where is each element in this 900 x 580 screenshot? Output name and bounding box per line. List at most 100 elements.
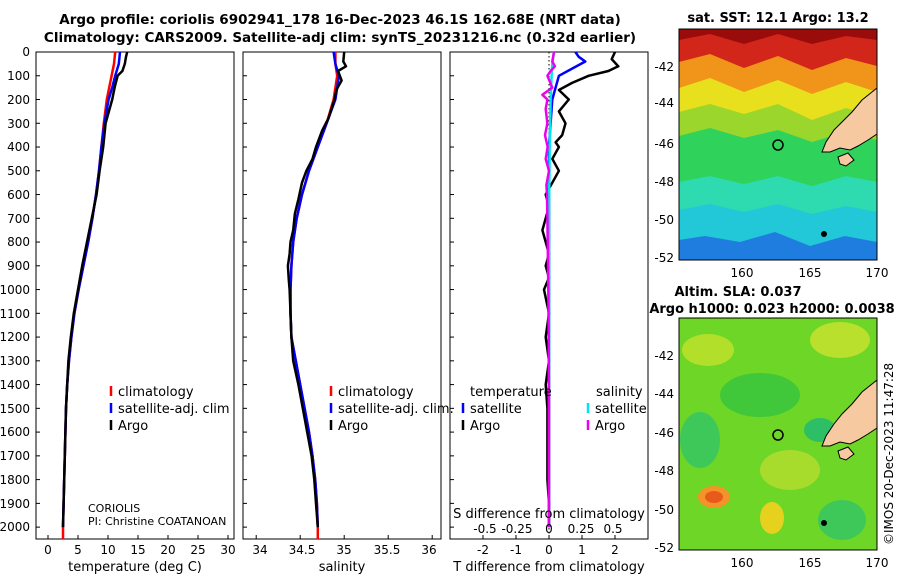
temperature-x-tick-label: 0 xyxy=(44,543,52,557)
sla-anomaly-patch xyxy=(705,491,723,503)
s-difference-tick-label: -0.25 xyxy=(501,522,532,536)
depth-tick-label: 500 xyxy=(7,164,30,178)
sst-lat-tick-label: -52 xyxy=(654,251,674,265)
sst-lat-tick-label: -46 xyxy=(654,137,674,151)
temperature-ticks xyxy=(36,51,229,539)
sst-map-field xyxy=(679,29,877,260)
legend-label-climatology: climatology xyxy=(118,385,194,400)
sla-lat-tick-label: -44 xyxy=(654,387,674,401)
legend-title-salinity: salinity xyxy=(596,385,643,400)
s-difference-tick-label: 0.25 xyxy=(568,522,595,536)
legend-label-s-satellite: satellite xyxy=(595,402,647,417)
stewart-island xyxy=(837,152,855,167)
temperature-x-tick-label: 30 xyxy=(220,543,235,557)
sla-lat-tick-label: -46 xyxy=(654,426,674,440)
difference-ticks xyxy=(450,51,616,539)
difference-legend: temperature salinity satellite Argo sate… xyxy=(461,385,647,434)
t-difference-tick-labels: -2 -1 0 1 2 xyxy=(477,543,619,557)
legend-label-s-argo: Argo xyxy=(595,419,625,434)
sla-anomaly-patch xyxy=(720,373,800,417)
sla-lat-tick-label: -52 xyxy=(654,541,674,555)
sst-lon-tick-label: 170 xyxy=(866,266,889,280)
t-difference-tick-label: -2 xyxy=(477,543,489,557)
depth-tick-label: 1400 xyxy=(0,378,30,392)
sst-map-title: sat. SST: 12.1 Argo: 13.2 xyxy=(687,11,868,26)
sla-anomaly-patch xyxy=(760,450,820,490)
t-difference-tick-label: 0 xyxy=(545,543,553,557)
depth-tick-label: 1800 xyxy=(0,473,30,487)
temperature-series xyxy=(61,51,129,539)
depth-tick-label: 600 xyxy=(7,188,30,202)
sla-map-subtitle: Argo h1000: 0.023 h2000: 0.0038 xyxy=(649,302,894,317)
depth-tick-label: 1100 xyxy=(0,307,30,321)
salinity-x-tick-label: 35 xyxy=(336,543,351,557)
depth-tick-label: 700 xyxy=(7,212,30,226)
temperature-x-tick-label: 15 xyxy=(130,543,145,557)
sla-anomaly-patch xyxy=(810,322,870,358)
depth-tick-label: 900 xyxy=(7,259,30,273)
figure-title-line1: Argo profile: coriolis 6902941_178 16-De… xyxy=(59,12,621,28)
legend-label-climatology: climatology xyxy=(338,385,414,400)
temperature-x-tick-label: 5 xyxy=(74,543,82,557)
sla-map-frame xyxy=(678,317,878,551)
auckland-islands xyxy=(821,231,827,237)
depth-tick-label: 1700 xyxy=(0,449,30,463)
depth-tick-label: 200 xyxy=(7,93,30,107)
s-difference-tick-label: 0 xyxy=(545,522,553,536)
s-difference-tick-labels: -0.5 -0.25 0 0.25 0.5 xyxy=(473,522,622,536)
legend-title-temperature: temperature xyxy=(470,385,552,400)
sst-map-y-tick-labels: -42 -44 -46 -48 -50 -52 xyxy=(654,60,674,265)
t-difference-tick-label: 1 xyxy=(578,543,586,557)
sst-map-x-tick-labels: 160 165 170 xyxy=(731,266,889,280)
depth-tick-label: 1600 xyxy=(0,425,30,439)
sst-lat-tick-label: -50 xyxy=(654,213,674,227)
temperature-x-tick-label: 10 xyxy=(100,543,115,557)
temperature-x-tick-label: 25 xyxy=(190,543,205,557)
salinity-x-tick-label: 34.5 xyxy=(289,543,316,557)
sst-lat-tick-label: -48 xyxy=(654,175,674,189)
legend-label-satellite: satellite-adj. clim xyxy=(118,402,230,417)
sla-map-y-tick-labels: -42 -44 -46 -48 -50 -52 xyxy=(654,349,674,555)
sla-lat-tick-label: -50 xyxy=(654,503,674,517)
sst-lat-tick-label: -44 xyxy=(654,96,674,110)
temperature-axes xyxy=(35,51,235,540)
stewart-island xyxy=(837,446,855,461)
argo-float-marker xyxy=(772,429,784,441)
depth-tick-label: 1500 xyxy=(0,402,30,416)
sla-map-x-tick-labels: 160 165 170 xyxy=(731,556,889,570)
argo-float-marker xyxy=(772,139,784,151)
salinity-legend: climatology satellite-adj. clim. Argo xyxy=(329,385,454,434)
salinity-x-tick-label: 36 xyxy=(421,543,436,557)
depth-tick-label: 1200 xyxy=(0,330,30,344)
depth-tick-label: 1900 xyxy=(0,497,30,511)
sla-lat-tick-label: -48 xyxy=(654,464,674,478)
sla-lat-tick-label: -42 xyxy=(654,349,674,363)
salinity-x-tick-labels: 34 34.5 35 35.5 36 xyxy=(252,543,436,557)
s-difference-tick-label: 0.5 xyxy=(603,522,622,536)
legend-label-t-satellite: satellite xyxy=(470,402,522,417)
new-zealand-landmass xyxy=(821,379,877,447)
sst-map-frame xyxy=(678,28,878,261)
institution-label: CORIOLIS xyxy=(88,502,140,515)
pi-label: PI: Christine COATANOAN xyxy=(88,515,226,528)
legend-label-argo: Argo xyxy=(118,419,148,434)
depth-tick-label: 0 xyxy=(22,45,30,59)
legend-label-satellite: satellite-adj. clim. xyxy=(338,402,454,417)
figure-title-line2: Climatology: CARS2009. Satellite-adj cli… xyxy=(44,30,636,46)
legend-label-argo: Argo xyxy=(338,419,368,434)
temperature-x-tick-label: 20 xyxy=(160,543,175,557)
salinity-series-argo xyxy=(286,51,348,528)
salinity-x-tick-label: 35.5 xyxy=(374,543,401,557)
t-difference-tick-label: -1 xyxy=(510,543,522,557)
depth-tick-label: 2000 xyxy=(0,520,30,534)
sla-map-field xyxy=(679,318,877,550)
salinity-axes xyxy=(242,51,442,540)
sla-lon-tick-label: 160 xyxy=(731,556,754,570)
temperature-series-argo xyxy=(61,51,129,528)
s-difference-axis-label: S difference from climatology xyxy=(453,507,645,522)
t-difference-axis-label: T difference from climatology xyxy=(452,560,645,575)
auckland-islands xyxy=(821,520,827,526)
depth-tick-label: 400 xyxy=(7,140,30,154)
new-zealand-landmass xyxy=(821,87,877,153)
